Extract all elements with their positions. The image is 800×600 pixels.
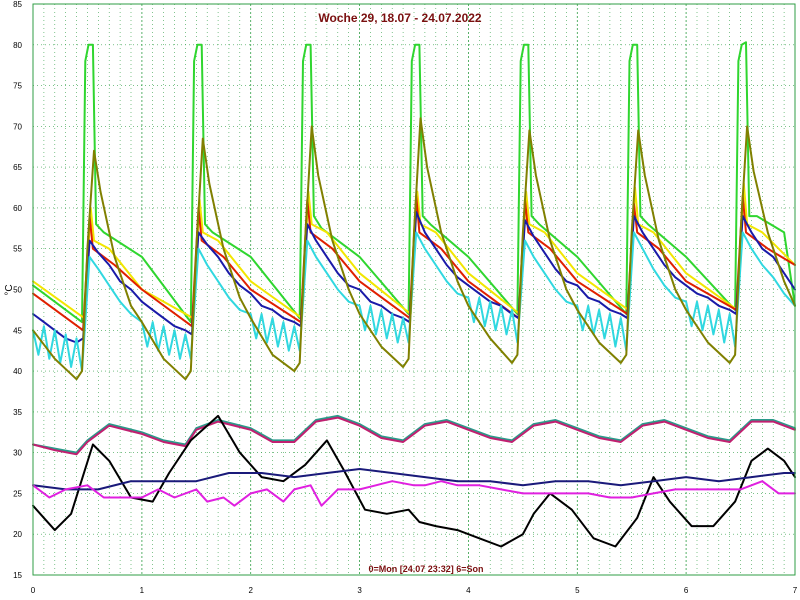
y-tick-label: 20 — [13, 530, 22, 539]
x-tick-label: 3 — [357, 586, 362, 595]
chart-footer: 0=Mon [24.07 23:32] 6=Son — [368, 564, 483, 574]
y-tick-label: 40 — [13, 367, 22, 376]
y-tick-label: 85 — [13, 0, 22, 9]
y-tick-label: 65 — [13, 163, 22, 172]
y-tick-label: 60 — [13, 204, 22, 213]
y-tick-label: 45 — [13, 326, 22, 335]
series-line-8 — [32, 416, 796, 456]
x-tick-label: 5 — [575, 586, 580, 595]
series-line-7 — [32, 414, 796, 454]
y-tick-label: 15 — [13, 571, 22, 580]
y-tick-label: 25 — [13, 489, 22, 498]
series-line-10 — [32, 468, 796, 491]
series-line-9 — [32, 414, 796, 548]
y-tick-label: 75 — [13, 82, 22, 91]
plot-frame — [32, 3, 796, 576]
series-line-1 — [32, 41, 796, 324]
series-line-11 — [32, 480, 796, 507]
y-tick-label: 50 — [13, 286, 22, 295]
y-axis-label: °C — [4, 284, 15, 295]
y-tick-label: 70 — [13, 122, 22, 131]
y-tick-label: 35 — [13, 408, 22, 417]
series-lines — [32, 41, 796, 548]
x-tick-label: 1 — [140, 586, 145, 595]
y-tick-label: 80 — [13, 41, 22, 50]
x-tick-label: 0 — [31, 586, 36, 595]
x-tick-label: 6 — [684, 586, 689, 595]
x-tick-label: 2 — [248, 586, 253, 595]
x-tick-label: 7 — [793, 586, 798, 595]
chart-title: Woche 29, 18.07 - 24.07.2022 — [318, 11, 482, 25]
x-tick-label: 4 — [466, 586, 471, 595]
y-tick-label: 30 — [13, 449, 22, 458]
series-line-6 — [32, 117, 796, 381]
y-tick-label: 55 — [13, 245, 22, 254]
series-line-5 — [32, 231, 796, 373]
